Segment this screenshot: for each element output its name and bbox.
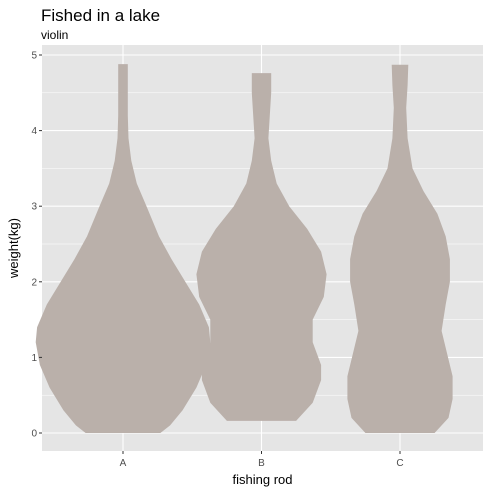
x-axis: A B C [120, 451, 404, 469]
violin-layer [35, 64, 453, 434]
chart-title: Fished in a lake [41, 6, 160, 25]
x-tick-label: B [258, 458, 265, 469]
y-axis-title: weight(kg) [6, 218, 21, 279]
x-axis-title: fishing rod [233, 472, 293, 487]
y-tick-label: 0 [31, 429, 37, 440]
y-tick-label: 2 [31, 277, 37, 288]
y-tick-label: 1 [31, 353, 37, 364]
violin-A [35, 64, 211, 433]
y-tick-label: 4 [31, 126, 37, 137]
violin-C [347, 64, 453, 434]
x-tick-label: C [396, 458, 403, 469]
x-tick-label: A [120, 458, 127, 469]
y-axis: 0 1 2 3 4 5 [31, 51, 42, 440]
violin-B [196, 73, 327, 421]
y-tick-label: 3 [31, 202, 37, 213]
y-tick-label: 5 [31, 51, 37, 62]
chart-subtitle: violin [41, 28, 68, 42]
